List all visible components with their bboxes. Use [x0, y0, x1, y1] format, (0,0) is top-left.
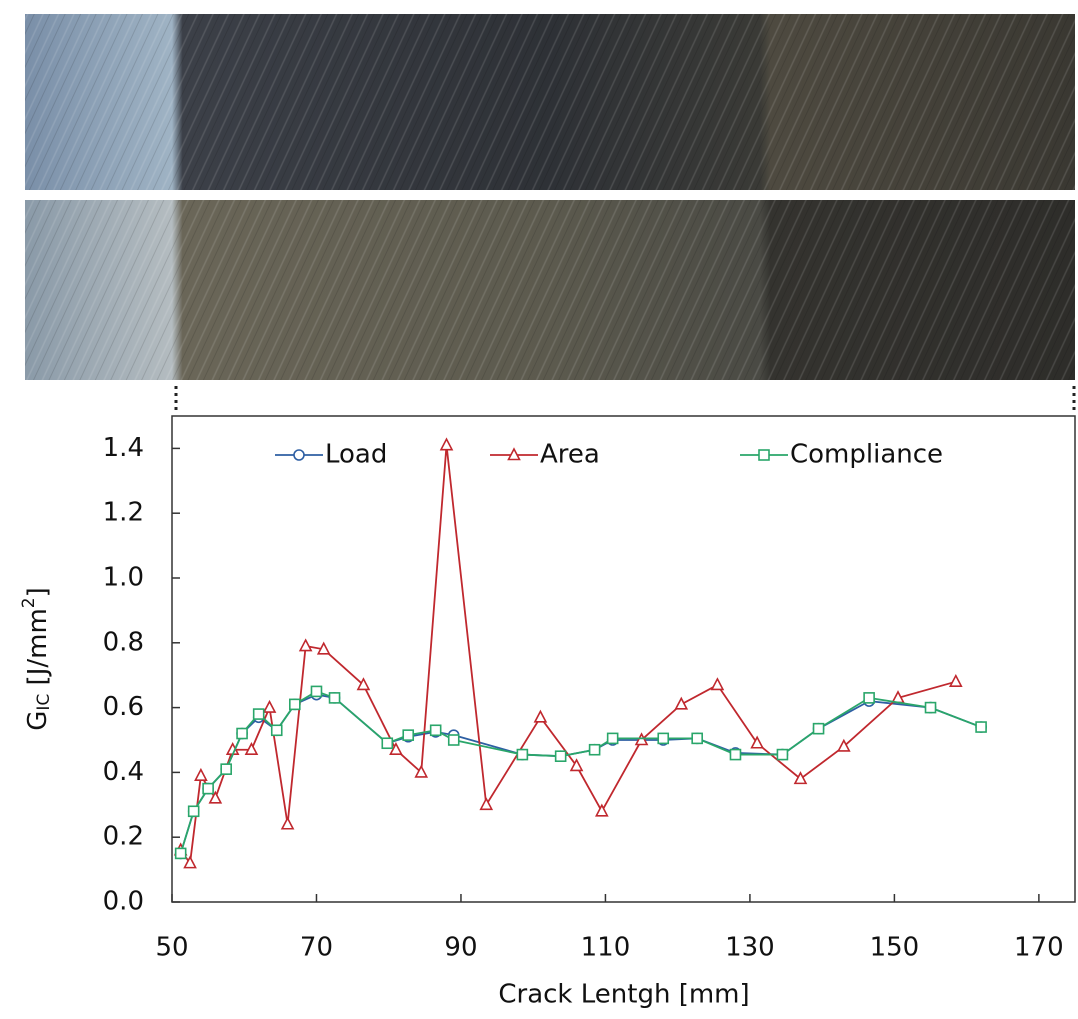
marker [588, 743, 601, 756]
marker [244, 741, 259, 756]
marker [328, 692, 341, 704]
marker [657, 732, 670, 745]
marker [316, 641, 331, 655]
x-tick-label: 150 [870, 933, 920, 963]
marker [776, 748, 789, 761]
marker [606, 732, 619, 745]
x-tick-label: 170 [1014, 933, 1064, 963]
photo-texture [25, 200, 1075, 380]
photo-texture [25, 14, 1075, 190]
marker [402, 729, 415, 741]
marker [447, 734, 460, 746]
marker [270, 724, 283, 737]
y-tick-label: 1.2 [103, 498, 144, 528]
marker [183, 855, 197, 869]
marker [569, 758, 584, 772]
marker [208, 790, 223, 804]
y-tick-label: 1.0 [103, 563, 144, 593]
y-tick-label: 0.6 [103, 692, 144, 722]
marker [750, 735, 764, 749]
marker [289, 698, 301, 711]
marker [174, 847, 187, 860]
y-tick-label: 1.4 [103, 433, 144, 463]
x-tick-label: 130 [725, 933, 775, 963]
marker [975, 721, 987, 733]
legend-marker [758, 449, 770, 461]
y-axis-label: GIC [J/mm2] [19, 587, 54, 731]
marker [236, 727, 248, 740]
marker [793, 771, 808, 785]
marker [194, 767, 208, 781]
marker [414, 764, 429, 778]
marker [863, 692, 875, 704]
marker [710, 677, 725, 691]
marker [924, 701, 937, 714]
x-axis-label: Crack Lentgh [mm] [498, 980, 749, 1010]
y-tick-label: 0.8 [103, 627, 144, 657]
y-tick-label: 0.2 [103, 822, 144, 852]
plot-frame [171, 415, 1076, 903]
marker [389, 741, 403, 756]
marker [691, 732, 703, 745]
marker [595, 803, 609, 817]
marker [429, 724, 442, 737]
x-tick-label: 90 [444, 933, 477, 963]
legend-marker [293, 449, 305, 461]
marker [310, 685, 323, 698]
legend-label: Load [325, 440, 387, 470]
marker [280, 816, 295, 830]
marker [187, 805, 200, 818]
marker [729, 748, 742, 761]
marker [252, 708, 265, 720]
marker [439, 437, 454, 451]
legend-label: Area [540, 440, 600, 470]
marker [479, 797, 494, 811]
marker [356, 677, 371, 691]
marker [381, 737, 394, 750]
marker [533, 709, 548, 723]
marker [516, 748, 529, 761]
marker [202, 782, 214, 795]
marker [298, 638, 313, 652]
x-tick-label: 70 [300, 933, 333, 963]
y-tick-label: 0.4 [103, 757, 144, 787]
marker [837, 738, 851, 752]
marker [674, 696, 689, 710]
marker [262, 699, 277, 713]
legend-marker [507, 447, 521, 461]
marker [220, 763, 232, 775]
legend-label: Compliance [790, 440, 943, 470]
marker [812, 722, 825, 735]
y-tick-label: 0.0 [103, 887, 144, 917]
x-tick-label: 50 [155, 933, 188, 963]
x-tick-label: 110 [581, 933, 631, 963]
marker [948, 673, 963, 687]
marker [554, 750, 567, 763]
